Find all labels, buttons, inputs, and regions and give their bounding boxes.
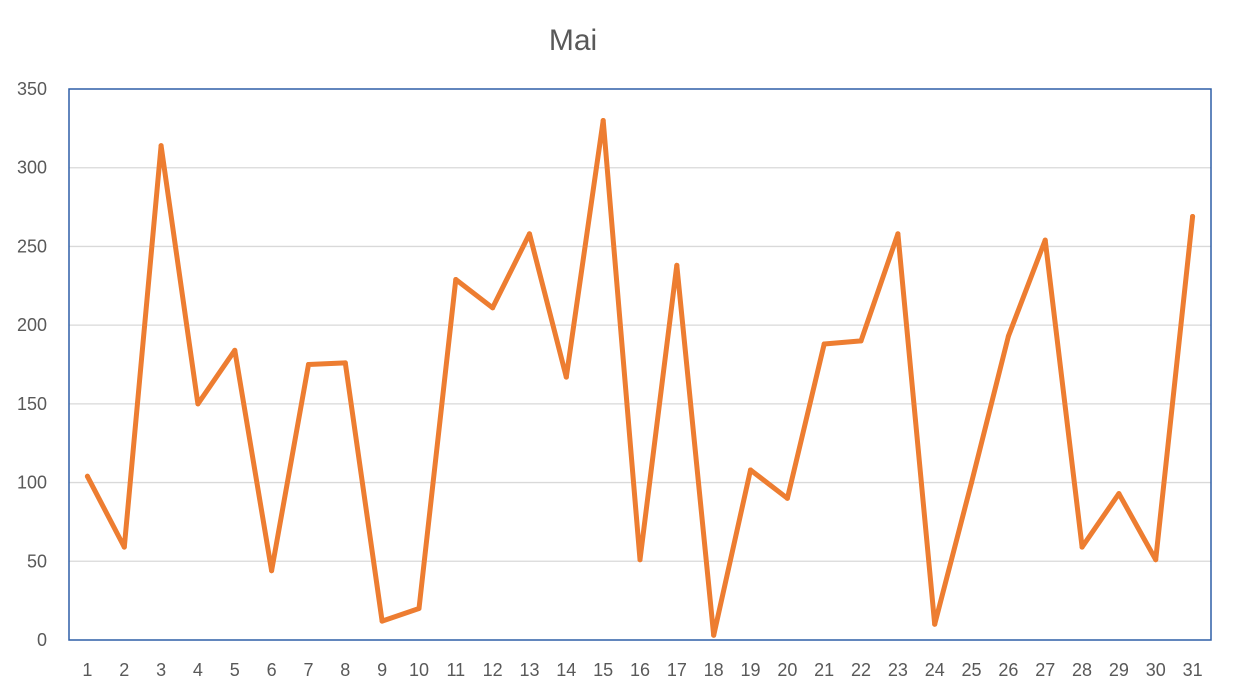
data-point-day-7 — [305, 362, 311, 367]
data-point-day-9 — [379, 618, 385, 624]
data-point-day-1 — [84, 473, 90, 479]
data-point-day-21 — [821, 341, 827, 347]
x-tick-label: 16 — [630, 660, 650, 680]
x-tick-label: 25 — [962, 660, 982, 680]
x-tick-label: 29 — [1109, 660, 1129, 680]
x-tick-label: 21 — [814, 660, 834, 680]
x-tick-label: 11 — [446, 660, 465, 680]
data-point-day-2 — [121, 544, 127, 550]
x-tick-label: 2 — [119, 660, 129, 680]
chart-title: Mai — [548, 24, 598, 57]
x-tick-label: 23 — [888, 660, 908, 680]
plot-frame — [68, 88, 1212, 641]
x-tick-label: 17 — [667, 660, 687, 680]
y-tick-label: 200 — [17, 315, 47, 335]
y-tick-label: 0 — [37, 630, 47, 650]
y-tick-label: 300 — [17, 158, 47, 178]
x-tick-label: 8 — [340, 660, 350, 680]
x-tick-label: 19 — [741, 660, 761, 680]
x-tick-label: 22 — [851, 660, 871, 680]
x-tick-label: 10 — [409, 660, 429, 680]
series-layer — [84, 117, 1196, 638]
data-point-day-20 — [784, 495, 790, 501]
data-point-day-18 — [711, 632, 717, 638]
x-tick-label: 3 — [156, 660, 166, 680]
data-point-day-31 — [1190, 214, 1196, 220]
gridlines — [69, 167, 1211, 562]
x-tick-label: 9 — [377, 660, 387, 680]
data-point-day-3 — [158, 143, 164, 149]
x-tick-label: 15 — [593, 660, 613, 680]
x-tick-label: 12 — [483, 660, 503, 680]
data-point-day-8 — [342, 360, 348, 366]
y-tick-label: 150 — [17, 394, 47, 414]
data-point-day-5 — [232, 347, 238, 353]
data-point-day-13 — [526, 231, 532, 237]
data-point-day-11 — [453, 276, 459, 282]
x-tick-label: 30 — [1146, 660, 1166, 680]
x-tick-label: 27 — [1035, 660, 1055, 680]
x-tick-label: 24 — [925, 660, 945, 680]
x-tick-label: 4 — [193, 660, 203, 680]
x-tick-label: 20 — [777, 660, 797, 680]
data-point-day-12 — [490, 305, 496, 311]
data-point-day-15 — [600, 117, 606, 123]
x-tick-label: 5 — [230, 660, 240, 680]
x-tick-label: 18 — [704, 660, 724, 680]
x-tick-label: 6 — [267, 660, 277, 680]
x-tick-label: 28 — [1072, 660, 1092, 680]
x-tick-label: 14 — [556, 660, 576, 680]
x-tick-label: 7 — [303, 660, 313, 680]
data-point-day-24 — [932, 621, 938, 627]
y-tick-label: 100 — [17, 473, 47, 493]
x-tick-label: 13 — [519, 660, 539, 680]
x-axis-ticks: 1 2 3 4 5 6 7 8 9 10 11 12 13 14 15 16 17 18 19 20 21 22 23 24 2… — [82, 660, 1202, 680]
x-tick-label: 26 — [998, 660, 1018, 680]
data-point-day-19 — [748, 467, 754, 473]
data-point-day-4 — [195, 401, 201, 407]
data-point-day-25 — [969, 480, 975, 486]
data-point-day-6 — [269, 568, 275, 574]
data-point-day-30 — [1153, 557, 1159, 563]
x-tick-label: 1 — [82, 660, 92, 680]
data-point-day-22 — [858, 338, 864, 344]
data-point-day-10 — [416, 606, 422, 612]
data-point-day-16 — [637, 557, 643, 563]
data-point-day-27 — [1042, 237, 1048, 243]
y-tick-label: 250 — [17, 236, 47, 256]
y-tick-label: 350 — [17, 79, 47, 99]
data-point-day-17 — [674, 262, 680, 268]
data-point-day-29 — [1116, 491, 1122, 497]
y-axis-ticks: 0 50 100 150 200 250 300 350 — [17, 79, 47, 650]
data-point-day-23 — [895, 231, 901, 237]
data-point-day-28 — [1079, 544, 1085, 550]
y-tick-label: 50 — [27, 551, 47, 571]
x-tick-label: 31 — [1183, 660, 1203, 680]
data-point-day-26 — [1005, 333, 1011, 339]
data-point-day-14 — [563, 374, 569, 380]
